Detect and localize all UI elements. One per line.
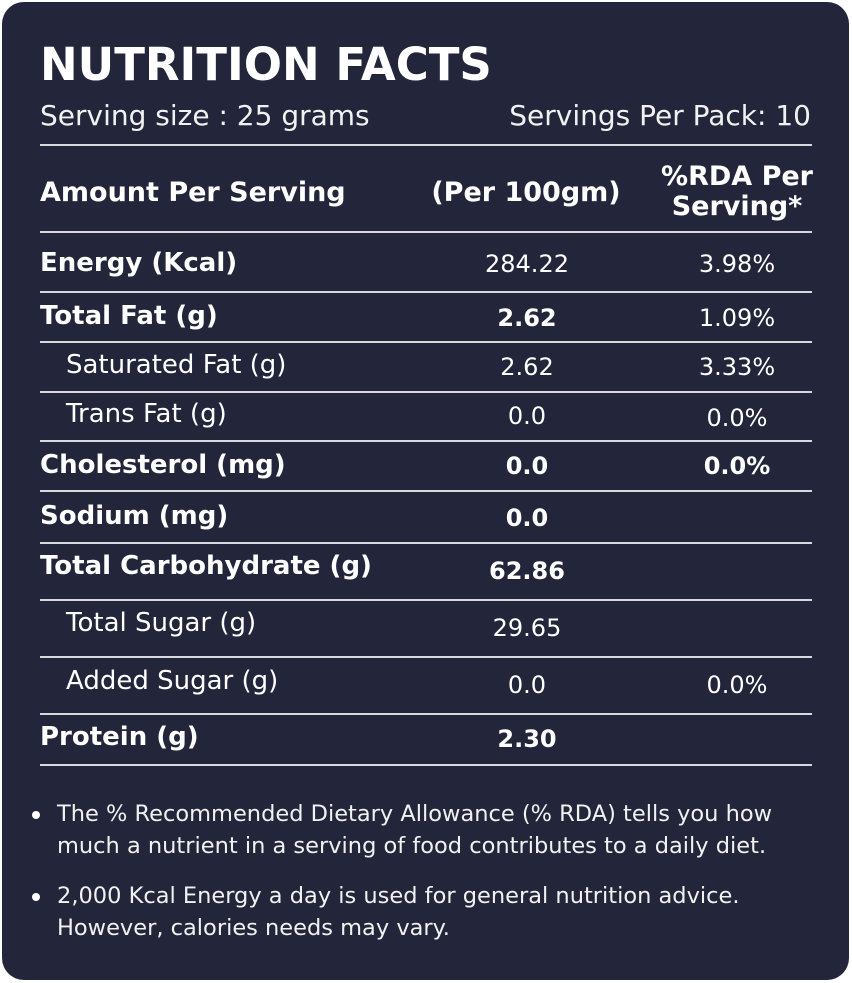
per100-value: 29.65 [492,614,562,642]
row-label: Cholesterol (mg) [40,450,286,480]
rda-value: 3.33% [698,353,776,381]
divider [40,341,812,343]
header-per-100gm: (Per 100gm) [431,177,621,208]
row-label: Sodium (mg) [40,501,229,531]
divider [40,391,812,393]
servings-per-pack: Servings Per Pack: 10 [509,99,811,132]
per100-value: 0.0 [505,452,549,480]
per100-value: 2.62 [497,304,557,332]
row-label: Total Fat (g) [40,301,218,331]
per100-value: 0.0 [505,504,549,532]
per100-value: 2.30 [497,725,557,753]
row-label: Trans Fat (g) [66,399,227,429]
per100-value: 0.0 [507,402,547,430]
per100-value: 2.62 [500,353,554,381]
footnote-text: The % Recommended Dietary Allowance (% R… [57,798,837,862]
row-label: Saturated Fat (g) [66,350,287,380]
divider [40,542,812,544]
footnote-line: 2,000 Kcal Energy a day is used for gene… [57,883,740,909]
rda-value: 1.09% [698,304,776,332]
header-amount-per-serving: Amount Per Serving [40,177,346,208]
per100-value: 62.86 [489,557,565,585]
header-rda-line1: %RDA Per [661,161,813,192]
row-label: Protein (g) [40,722,199,752]
per100-value: 0.0 [507,671,547,699]
nutrition-title: NUTRITION FACTS [40,38,492,91]
header-rda-per-serving: %RDA Per Serving* [642,162,832,222]
per100-value: 284.22 [485,250,569,278]
row-label: Added Sugar (g) [66,666,279,696]
bullet-icon [32,811,40,819]
divider [40,713,812,715]
divider [40,764,812,766]
bullet-icon [32,893,40,901]
row-label: Total Carbohydrate (g) [40,551,372,581]
divider [40,144,812,146]
footnote-line: However, calories needs may vary. [57,915,450,941]
divider [40,656,812,658]
divider [40,291,812,293]
serving-size: Serving size : 25 grams [40,99,370,132]
header-rda-line2: Serving* [671,191,803,222]
footnote-line: much a nutrient in a serving of food con… [57,833,767,859]
rda-value: 0.0% [703,452,771,480]
divider [40,490,812,492]
footnote-line: The % Recommended Dietary Allowance (% R… [57,801,773,827]
rda-value: 0.0% [706,404,768,432]
footnote-text: 2,000 Kcal Energy a day is used for gene… [57,880,837,944]
divider [40,440,812,442]
divider [40,599,812,601]
rda-value: 3.98% [698,250,776,278]
divider [40,231,812,233]
rda-value: 0.0% [706,671,768,699]
row-label: Energy (Kcal) [40,248,238,278]
row-label: Total Sugar (g) [66,608,257,638]
